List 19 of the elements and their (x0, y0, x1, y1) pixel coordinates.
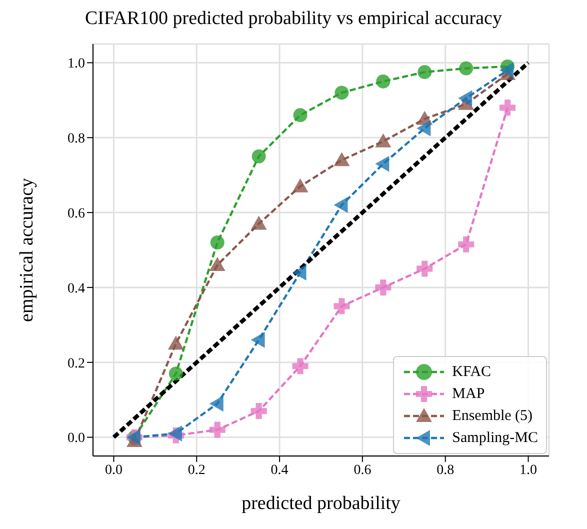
y-tick-label: 0.2 (68, 356, 85, 372)
y-tick-label: 0.0 (68, 431, 85, 446)
y-axis-title: empirical accuracy (16, 178, 38, 322)
x-tick-label: 0.2 (188, 462, 206, 478)
y-tick-label: 1.0 (68, 56, 85, 72)
y-tick-label: 0.6 (68, 206, 85, 222)
x-tick-label: 0.6 (354, 462, 372, 478)
x-tick-label: 0.8 (436, 462, 454, 478)
legend-label: KFAC (452, 364, 492, 380)
x-tick-label: 0.0 (104, 462, 122, 478)
x-tick-label: 0.4 (270, 462, 288, 478)
legend-label: MAP (452, 386, 485, 402)
y-tick-label: 0.4 (68, 281, 85, 296)
chart-title: CIFAR100 predicted probability vs empirical accuracy (84, 8, 503, 31)
legend-label: Ensemble (5) (452, 408, 533, 424)
x-axis-title: predicted probability (242, 493, 401, 514)
y-tick-label: 0.8 (68, 132, 85, 147)
legend-label: Sampling-MC (452, 430, 538, 446)
x-tick-label: 1.0 (520, 462, 538, 478)
